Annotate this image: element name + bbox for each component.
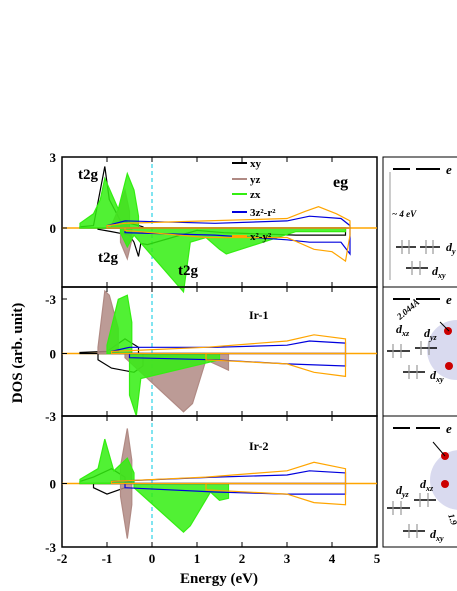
panel-3: 0 -3: [45, 415, 378, 555]
bond-line: [432, 441, 446, 457]
eg-label: e: [446, 421, 452, 436]
bond-line: [439, 321, 450, 332]
annotation-t2g-down: t2g: [98, 250, 118, 266]
legend-label-yz: yz: [250, 174, 261, 186]
level-label-dxy: dxy: [432, 264, 446, 280]
x-tick-label: -2: [57, 551, 68, 566]
series-yz-down: [119, 482, 133, 539]
octahedron-shading: [430, 450, 457, 510]
annotation-t2g-up: t2g: [78, 167, 98, 183]
energy-gap-label: ~ 4 eV: [392, 209, 417, 219]
y-tick-label: 0: [50, 477, 57, 492]
level-label-dyz: dyz: [424, 326, 438, 342]
y-tick-label: -3: [45, 292, 56, 307]
x-tick-label: 0: [149, 551, 156, 566]
oxygen-atom: [441, 480, 449, 488]
x-tick-label: 2: [239, 551, 246, 566]
x-tick-label: 3: [284, 551, 291, 566]
series-3z2-r2-up: [106, 215, 351, 229]
panel-label-ir1: Ir-1: [249, 308, 269, 322]
series-3z2-r2-up: [110, 340, 347, 355]
oxygen-atom: [445, 362, 453, 370]
series-x2-y2-down: [124, 227, 351, 263]
x-tick-label: 1: [194, 551, 201, 566]
panel-frame: [61, 415, 378, 548]
series-x2-y2-down: [205, 352, 347, 378]
dos-panels: 30-30-30-3-2 -1 0 1 2 3 4 5: [45, 150, 381, 566]
legend-label-xy: xy: [250, 158, 262, 170]
panel-1: 3 0 -3: [45, 150, 378, 307]
series-x2-y2-up: [110, 334, 347, 355]
x-tick-label: -1: [102, 551, 113, 566]
eg-label: e: [446, 292, 452, 307]
x-tick-label: 5: [374, 551, 381, 566]
level-label-dxz: dxz: [396, 322, 410, 338]
y-tick-label: -3: [45, 409, 56, 424]
level-label-dxy: dxy: [430, 527, 444, 543]
x-axis-label: Energy (eV): [180, 571, 258, 587]
schematic-box-3: [382, 415, 457, 548]
level-label-dyz: dyz: [396, 483, 410, 499]
legend: xy yz zx 3z²-r² x²-y²: [232, 158, 276, 243]
y-tick-label: 0: [50, 347, 57, 362]
y-tick-label: 0: [50, 221, 57, 236]
series-x2-y2-up: [106, 206, 351, 229]
series-x2-y2-up: [110, 461, 347, 485]
level-label-dy: dy: [446, 240, 456, 256]
y-axis-label: DOS (arb. unit): [10, 303, 26, 403]
level-label-dxy: dxy: [430, 368, 444, 384]
series-3z2-r2-up: [110, 470, 347, 485]
series-zx-up: [79, 171, 140, 229]
level-label-dxz: dxz: [420, 477, 434, 493]
eg-label: e: [446, 162, 452, 177]
y-tick-label: 3: [50, 150, 57, 165]
x-tick-label: 4: [329, 551, 336, 566]
series-x2-y2-down: [205, 482, 347, 506]
annotation-t2g-unoccupied: t2g: [178, 263, 198, 279]
y-tick-label: -3: [45, 540, 56, 555]
panel-label-ir2: Ir-2: [249, 439, 269, 453]
legend-label-zx: zx: [250, 189, 261, 201]
panel-2: 0 -3: [45, 286, 378, 424]
oxygen-atom: [444, 327, 452, 335]
bond-length-label: 1.9: [446, 512, 457, 526]
legend-label-x2-y2: x²-y²: [250, 231, 272, 243]
legend-label-3z2-r2: 3z²-r²: [250, 207, 276, 219]
annotation-eg: eg: [333, 174, 348, 191]
bond-length-label: 2.044Å: [394, 297, 421, 322]
